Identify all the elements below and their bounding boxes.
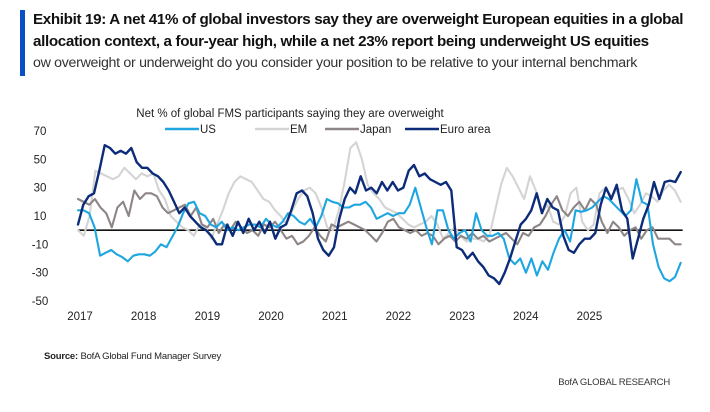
exhibit-subtitle: ow overweight or underweight do you cons… — [33, 55, 638, 71]
series-line-japan — [76, 189, 682, 246]
y-axis: 70 50 30 10 -10 -30 -50 — [32, 126, 49, 308]
series-line-euro-area — [76, 143, 682, 286]
x-tick-label: 2020 — [258, 311, 284, 323]
series-line-us — [76, 178, 682, 283]
source-note: Source: BofA Global Fund Manager Survey — [44, 351, 221, 362]
x-tick-label: 2021 — [322, 311, 348, 323]
x-tick-label: 2023 — [449, 311, 475, 323]
legend-item-euro-area: Euro area — [405, 124, 491, 136]
exhibit-title: Exhibit 19: A net 41% of global investor… — [33, 11, 684, 50]
y-tick-label: 70 — [34, 126, 47, 138]
x-axis: 2017 2018 2019 2020 2021 2022 2023 2024 2025 — [67, 311, 602, 323]
legend-label: US — [200, 124, 216, 136]
x-tick-label: 2018 — [131, 311, 157, 323]
chart-series — [76, 141, 682, 286]
x-tick-label: 2017 — [67, 311, 93, 323]
legend-item-em: EM — [255, 124, 307, 136]
source-label: Source: — [44, 351, 78, 362]
y-tick-label: 10 — [34, 211, 47, 223]
y-tick-label: -50 — [32, 296, 49, 308]
legend-item-us: US — [165, 124, 216, 136]
x-tick-label: 2025 — [577, 311, 603, 323]
legend-label: EM — [290, 124, 307, 136]
y-tick-label: 50 — [34, 154, 47, 166]
legend-label: Euro area — [440, 124, 491, 136]
brand-label: BofA GLOBAL RESEARCH — [558, 377, 670, 388]
chart-title: Net % of global FMS participants saying … — [136, 108, 444, 120]
line-chart: Net % of global FMS participants saying … — [32, 108, 683, 323]
legend-label: Japan — [360, 124, 391, 136]
x-tick-label: 2024 — [513, 311, 539, 323]
y-tick-label: -10 — [32, 239, 49, 251]
source-text: BofA Global Fund Manager Survey — [80, 351, 222, 362]
title-accent-bar — [20, 10, 25, 76]
y-tick-label: 30 — [34, 183, 47, 195]
x-tick-label: 2022 — [386, 311, 412, 323]
y-tick-label: -30 — [32, 268, 49, 280]
x-tick-label: 2019 — [195, 311, 221, 323]
legend-item-japan: Japan — [325, 124, 391, 136]
chart-legend: US EM Japan Euro area — [165, 124, 491, 136]
